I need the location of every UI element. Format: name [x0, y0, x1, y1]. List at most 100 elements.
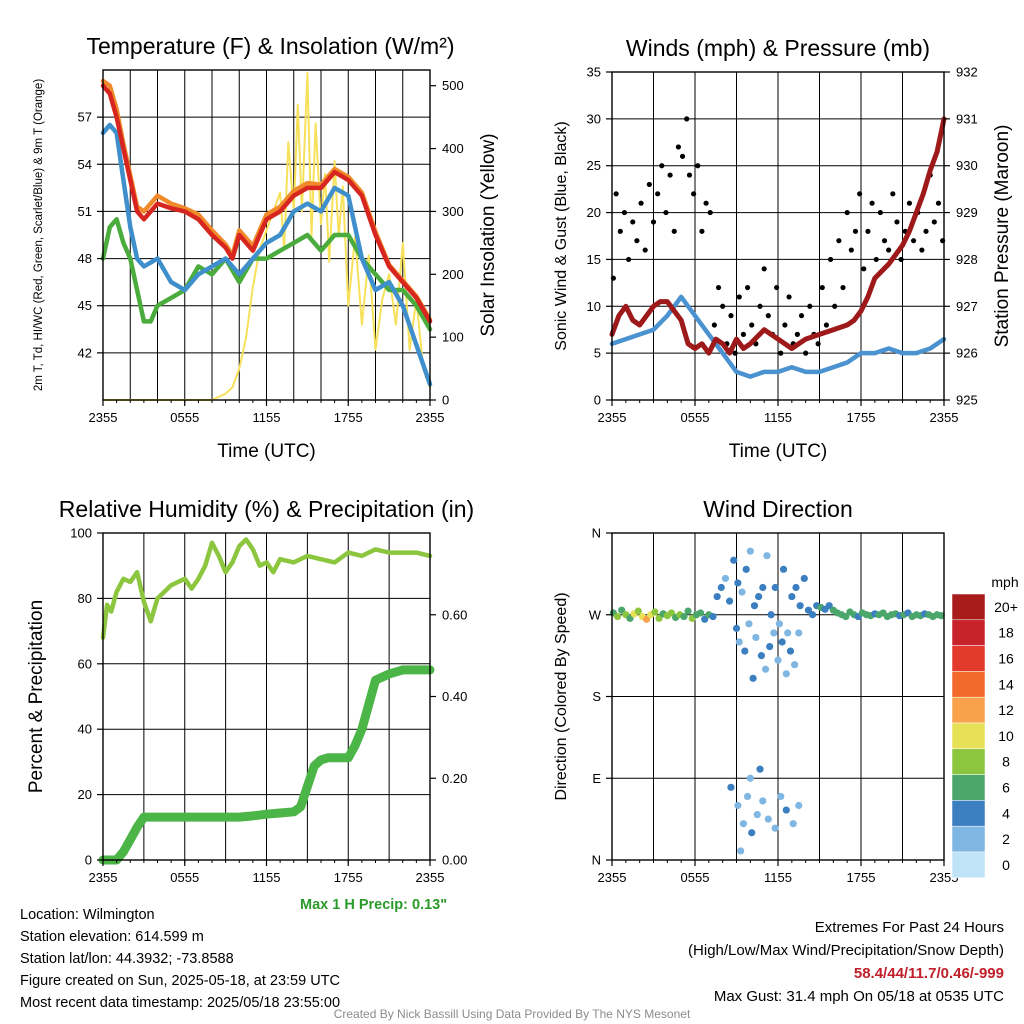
direction-point [727, 783, 735, 791]
gust-point [931, 219, 937, 225]
y-tick-label: 51 [78, 204, 92, 219]
gust-point [749, 322, 755, 328]
gust-point [728, 313, 734, 319]
max-precip-label: Max 1 H Precip: 0.13" [300, 897, 448, 913]
y-tick-label: 100 [70, 526, 92, 541]
x-tick-label: 0555 [170, 410, 199, 425]
gust-point [655, 191, 661, 197]
x-tick-label: 2355 [89, 410, 118, 425]
gust-point [675, 144, 682, 150]
temperature-chart: 2355 0555 1155 1755 2355 42 45 48 51 54 57 0 100 200 3… [33, 33, 499, 462]
y-tick-label: 0 [594, 393, 601, 408]
gust-point [757, 303, 763, 309]
y-tick-label: 0 [85, 853, 92, 868]
y-axis-label: Percent & Precipitation [26, 600, 47, 793]
y-axis-label: 2m T, Td, HI/WC (Red, Green, Scarlet/Blu… [33, 79, 45, 391]
y-tick-label: 45 [78, 298, 92, 313]
y2-tick-label: 925 [956, 393, 978, 408]
extremes-values: 58.4/44/11.7/0.46/-999 [853, 965, 1004, 982]
colorbar-swatch [951, 748, 986, 775]
gust-point [832, 303, 838, 309]
colorbar-swatch [951, 593, 986, 621]
colorbar-label: 16 [998, 651, 1014, 667]
x-tick-label: 2355 [598, 870, 627, 885]
x-tick-label: 1755 [334, 410, 363, 425]
direction-point [709, 612, 717, 621]
colorbar-swatch [951, 825, 986, 853]
gust-point [671, 228, 677, 234]
gust-point [638, 200, 644, 206]
direction-point [789, 820, 797, 828]
direction-point [759, 797, 767, 805]
colorbar-swatch [951, 645, 986, 672]
y-tick-label: 54 [78, 157, 92, 172]
gust-point [815, 341, 821, 347]
station-info: Location: Wilmington Station elevation: … [20, 904, 340, 1014]
y-tick-label: 42 [78, 345, 92, 360]
direction-point [739, 820, 748, 828]
colorbar-label: 18 [998, 625, 1014, 641]
y-tick-label: 48 [78, 251, 92, 266]
direction-point [701, 615, 709, 623]
gust-point [852, 228, 859, 234]
x-tick-label: 1755 [847, 870, 876, 885]
y-tick-label: S [592, 689, 601, 704]
gust-point [910, 238, 917, 244]
y2-tick-label: 930 [956, 158, 978, 173]
direction-point [792, 583, 800, 592]
series-line-precipitation [98, 665, 435, 865]
y2-axis-label: Station Pressure (Maroon) [992, 125, 1013, 348]
direction-point [667, 609, 676, 617]
direction-point [750, 602, 759, 610]
x-tick-label: 1155 [764, 870, 792, 885]
gust-point [732, 350, 738, 356]
gust-point [827, 256, 834, 263]
gust-point [617, 228, 623, 234]
y2-tick-label: 931 [956, 111, 978, 126]
gust-point [782, 322, 788, 328]
gust-point [691, 191, 697, 197]
recent-data-text: Most recent data timestamp: 2025/05/18 2… [20, 995, 341, 1011]
gust-point [744, 284, 751, 291]
gust-point [634, 238, 640, 244]
y2-tick-label: 929 [956, 205, 978, 220]
direction-point [937, 612, 945, 620]
direction-point [786, 647, 795, 655]
x-tick-label: 2355 [416, 870, 445, 885]
gust-point [720, 303, 726, 309]
direction-point [782, 670, 790, 678]
gust-point [894, 219, 900, 225]
direction-point [730, 556, 738, 564]
direction-point [777, 792, 785, 801]
colorbar-label: 6 [1002, 780, 1010, 796]
direction-point [738, 588, 746, 596]
direction-point [746, 774, 754, 782]
gust-point [819, 284, 825, 291]
x-tick-label: 1755 [334, 870, 363, 885]
colorbar-label: 0 [1002, 857, 1010, 873]
gust-point [699, 228, 705, 234]
y2-tick-label: 500 [442, 78, 464, 93]
colorbar-swatch [951, 774, 986, 801]
gust-point [659, 163, 665, 169]
gust-point [761, 266, 767, 272]
gust-point [765, 313, 771, 319]
y2-tick-label: 0.60 [442, 607, 467, 622]
colorbar-swatch [951, 619, 986, 646]
gust-point [707, 209, 713, 216]
colorbar-swatch [951, 800, 986, 827]
gust-point [865, 228, 871, 234]
direction-point [784, 629, 792, 637]
gust-point [886, 247, 892, 253]
y-tick-label: N [592, 526, 601, 541]
series-line-2m-t [100, 83, 433, 324]
y-axis-label: Direction (Colored By Speed) [553, 592, 570, 800]
direction-point [717, 583, 725, 592]
y2-tick-label: 927 [956, 299, 978, 314]
chart-title: Relative Humidity (%) & Precipitation (i… [59, 496, 474, 522]
direction-point [713, 592, 721, 601]
extremes-block: Extremes For Past 24 Hours (High/Low/Max… [688, 916, 1004, 1008]
direction-point [775, 620, 783, 628]
colorbar-unit: mph [991, 574, 1018, 590]
y-tick-label: 15 [587, 252, 601, 267]
